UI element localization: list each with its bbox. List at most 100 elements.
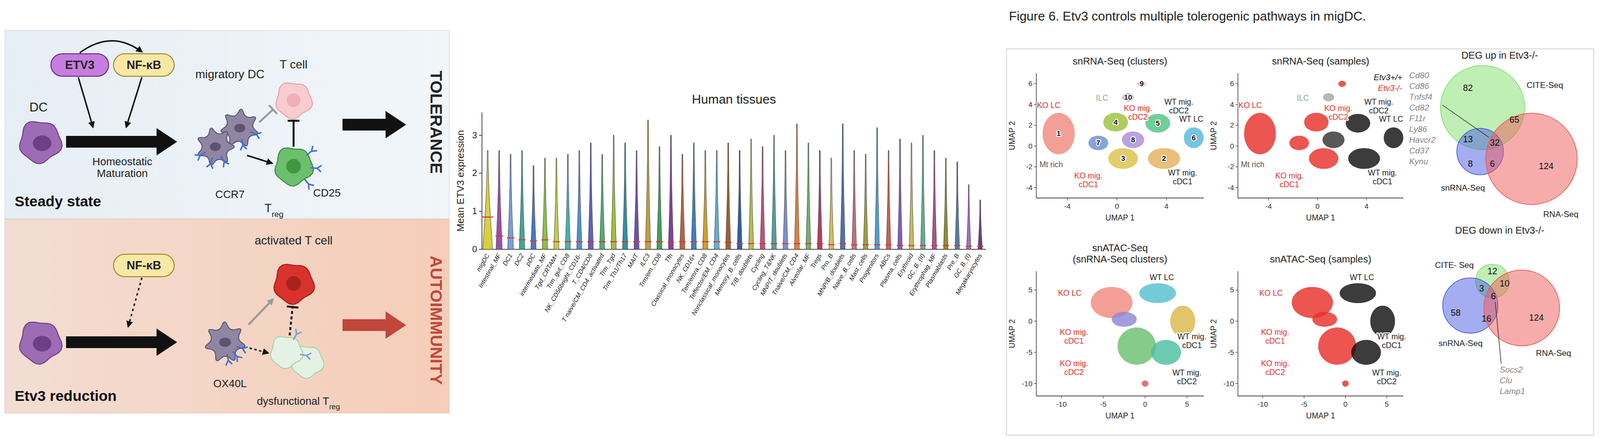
tick-label: -4 [1026,183,1033,192]
pill-label: ETV3 [65,58,95,72]
chart-title: Human tissues [691,91,777,107]
tick-label: 2 [1230,120,1235,130]
tick-label: 5 [1185,400,1189,409]
text-line: ILC [1296,93,1309,103]
venn-title: DEG down in Etv3-/- [1455,225,1545,236]
tick-label: 0 [1028,317,1033,326]
tick-label: -2 [1026,162,1033,171]
violin [771,135,777,250]
text-line: cDC1 [1279,180,1300,189]
inhibition-bar [286,306,299,308]
category-label: Megakaryocytes [954,252,984,297]
cluster [1312,312,1338,328]
category-label: Progenitors [857,252,881,285]
text-line: WT mig. [1177,332,1207,342]
nucleus [286,159,301,174]
violin [482,150,493,250]
receptor-shape [206,157,216,169]
text-line: WT mig. [1368,168,1397,178]
axis-title: UMAP 1 [1105,411,1135,421]
connector [78,77,93,128]
gene-label: Cd82 [1409,103,1430,113]
tick-label: -4 [1227,183,1235,192]
tick [1317,198,1318,201]
tick-label: 5 [1028,285,1033,295]
annotation: WT mig.cDC2 [1172,368,1202,387]
inhibition-bar [287,119,300,122]
mean-tick [564,241,572,243]
tick [1366,198,1367,201]
text-line: WT mig. [1377,332,1407,342]
text-line: KO mig. [1260,328,1290,337]
annotation: KO LC [1259,289,1283,298]
panel-title: snATAC-Seq (samples) [1269,253,1372,265]
region-value: 6 [1489,159,1495,169]
cell [274,264,315,305]
figure-canvas: DCETV3NF-κBHomeostaticMaturationmigrator… [0,0,1600,439]
cluster [1308,148,1339,170]
cluster-id: 10 [1123,92,1133,102]
gene-label: Socs2 [1499,365,1524,375]
mean-tick [518,239,526,241]
cluster [1111,312,1137,328]
receptor [250,129,262,139]
violin [851,150,857,250]
text-line: KO mig. [1074,171,1103,181]
mean-tick [804,243,812,245]
treg-label: Treg [264,201,284,220]
axis-title: UMAP 2 [1007,319,1017,349]
text-line: cDC1 [1372,177,1393,186]
gene-label: Kynu [1409,157,1429,167]
receptor [300,351,312,360]
tick [1235,352,1238,353]
label: DC [29,99,48,115]
nucleus [219,337,231,347]
mean-tick [942,245,950,247]
axis-title: UMAP 2 [1209,121,1218,151]
connector [79,40,142,53]
mean-tick [495,235,503,237]
mean-tick [782,243,789,245]
violin [978,200,983,250]
mean-tick [759,243,766,245]
violin [840,123,846,250]
text-line: KO LC [1259,289,1283,298]
panel-label: Steady state [14,193,102,210]
nucleus [209,142,222,152]
cluster [1318,327,1357,366]
cluster [1244,113,1277,155]
label: CCR7 [215,188,245,201]
annotation: KO mig.cDC1 [1059,328,1089,346]
text-line: cDC1 [1265,337,1285,346]
tick [1235,83,1238,85]
gene-label: Ly86 [1409,124,1428,135]
text-line: cDC1 [1182,341,1202,350]
tick-label: 0 [1343,400,1348,409]
tick-label: 5 [1384,400,1389,409]
cluster [1348,148,1380,170]
venn-title: DEG up in Etv3-/- [1461,49,1539,61]
tick-label: 1 [472,206,478,217]
cluster [1323,92,1335,102]
violin [760,146,765,250]
region-value: 16 [1481,314,1492,324]
cell [19,121,63,164]
text-line: cDC2 [1064,368,1084,377]
violin [645,120,651,250]
annotation: WT mig.cDC1 [1167,168,1197,186]
tick [1235,290,1238,291]
text-line: KO LC [1036,101,1061,110]
axis-title: UMAP 1 [1305,213,1335,223]
tick [479,173,482,175]
violin [783,150,788,250]
label: activated T cell [254,233,333,248]
axis-line [1035,73,1037,199]
violin [966,184,971,250]
tick [1262,396,1263,399]
connector [128,277,142,327]
violin [611,135,617,250]
tick [1116,198,1118,201]
mean-tick [552,241,560,243]
mean-tick [667,242,675,244]
category-label: Trm/em_CD8 [637,251,663,289]
